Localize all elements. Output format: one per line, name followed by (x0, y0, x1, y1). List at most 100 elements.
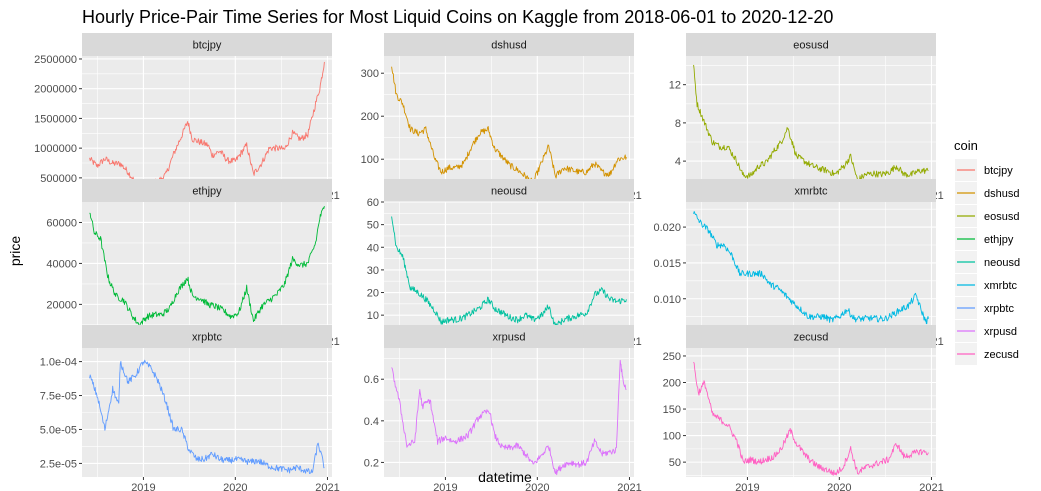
panel-background (384, 202, 634, 331)
facet-strip (384, 325, 634, 348)
legend-label: ethjpy (984, 234, 1014, 246)
legend-entry-btcjpy: btcjpy (955, 159, 1013, 181)
facet-panel-xrpusd: xrpusd 0.2 0.4 0.6 2019 2020 2021 (364, 325, 642, 491)
y-tick-label: 2500000 (34, 54, 77, 66)
panel-background (82, 56, 332, 185)
y-tick-label: 30 (367, 265, 379, 277)
y-tick-label: 0.010 (653, 294, 681, 306)
y-tick-label: 0.020 (653, 222, 681, 234)
x-tick-label: 2021 (315, 482, 339, 491)
y-tick-label: 40 (367, 242, 379, 254)
facet-panel-zecusd: zecusd 50 100 150 200 250 2019 2020 2021 (663, 325, 944, 491)
series-line-xrpusd (391, 359, 627, 476)
y-tick-label: 250 (663, 351, 681, 363)
series-line-ethjpy (89, 205, 325, 328)
y-tick-label: 4 (675, 156, 681, 168)
y-tick-label: 40000 (46, 258, 77, 270)
facet-label: ethjpy (192, 186, 222, 198)
x-tick-label: 2019 (131, 482, 155, 491)
facet-strip (82, 33, 332, 56)
facet-panels: btcjpy 500000 1000000 1500000 2000000 2500000… (34, 33, 944, 491)
facet-strip (686, 179, 936, 202)
facet-panel-eosusd: eosusd4812201920202021 (669, 33, 944, 202)
facet-panel-xrpbtc: xrpbtc 2.5e-05 5.0e-05 7.5e-05 1.0e-04 2019 20… (40, 325, 340, 491)
facet-label: neousd (491, 186, 527, 198)
y-tick-label: 8 (675, 118, 681, 130)
y-tick-label: 0.6 (364, 374, 379, 386)
x-tick-label: 2021 (919, 482, 943, 491)
y-axis-title: price (7, 236, 23, 267)
facet-panel-neousd: neousd102030405060201920202021 (367, 179, 642, 348)
y-tick-label: 200 (361, 111, 379, 123)
legend-entry-dshusd: dshusd (955, 182, 1019, 204)
panel-background (686, 348, 936, 477)
facet-label: zecusd (794, 332, 829, 344)
legend-label: xrpusd (984, 326, 1017, 338)
legend-title: coin (954, 138, 978, 153)
facet-strip (384, 33, 634, 56)
y-tick-label: 0.015 (653, 258, 681, 270)
legend-label: zecusd (984, 349, 1019, 361)
legend-label: xmrbtc (984, 280, 1018, 292)
legend-entry-zecusd: zecusd (955, 343, 1019, 365)
legend: coin btcjpy dshusd eosusd ethjpy neousd xmrbt… (954, 138, 1020, 365)
series-line-dshusd (391, 66, 627, 186)
facet-panel-ethjpy: ethjpy200004000060000201920202021 (46, 179, 340, 348)
y-tick-label: 100 (663, 431, 681, 443)
facet-strip (686, 325, 936, 348)
y-tick-label: 100 (361, 154, 379, 166)
facet-strip (82, 179, 332, 202)
chart-title: Hourly Price-Pair Time Series for Most L… (82, 7, 833, 27)
legend-label: dshusd (984, 188, 1019, 200)
facet-label: xrpbtc (192, 332, 222, 344)
y-tick-label: 0.2 (364, 457, 379, 469)
series-line-xmrbtc (693, 211, 929, 325)
y-tick-label: 1500000 (34, 113, 77, 125)
panel-background (82, 202, 332, 331)
legend-entry-xmrbtc: xmrbtc (955, 274, 1018, 296)
x-axis-title: datetime (478, 469, 532, 485)
x-tick-label: 2019 (735, 482, 759, 491)
facet-label: xmrbtc (795, 186, 829, 198)
series-line-neousd (391, 216, 627, 330)
facet-label: eosusd (793, 40, 828, 52)
panel-background (686, 56, 936, 185)
series-line-eosusd (693, 64, 929, 183)
legend-label: btcjpy (984, 165, 1013, 177)
legend-entry-eosusd: eosusd (955, 205, 1019, 227)
y-tick-label: 50 (367, 220, 379, 232)
legend-label: eosusd (984, 211, 1019, 223)
y-tick-label: 12 (669, 80, 681, 92)
y-tick-label: 1000000 (34, 143, 77, 155)
y-tick-label: 150 (663, 404, 681, 416)
panel-background (384, 56, 634, 185)
x-tick-label: 2021 (617, 482, 641, 491)
series-line-btcjpy (89, 61, 325, 187)
facet-strip (384, 179, 634, 202)
y-tick-label: 500000 (40, 173, 77, 185)
panel-background (686, 202, 936, 331)
x-tick-label: 2020 (223, 482, 247, 491)
legend-label: neousd (984, 257, 1020, 269)
y-tick-label: 0.4 (364, 416, 379, 428)
legend-label: xrpbtc (984, 303, 1014, 315)
panel-background (384, 348, 634, 477)
facet-label: dshusd (491, 40, 526, 52)
y-tick-label: 60000 (46, 217, 77, 229)
facet-panel-dshusd: dshusd100200300201920202021 (361, 33, 642, 202)
x-tick-label: 2019 (433, 482, 457, 491)
x-tick-label: 2020 (525, 482, 549, 491)
y-tick-label: 20000 (46, 299, 77, 311)
y-tick-label: 20 (367, 288, 379, 300)
series-line-xrpbtc (89, 359, 325, 474)
y-tick-label: 1.0e-04 (40, 357, 77, 369)
y-tick-label: 2000000 (34, 84, 77, 96)
y-tick-label: 300 (361, 68, 379, 80)
legend-entry-neousd: neousd (955, 251, 1020, 273)
facet-label: xrpusd (492, 332, 525, 344)
legend-entry-xrpusd: xrpusd (955, 320, 1017, 342)
y-tick-label: 200 (663, 378, 681, 390)
y-tick-label: 10 (367, 310, 379, 322)
y-tick-label: 60 (367, 197, 379, 209)
